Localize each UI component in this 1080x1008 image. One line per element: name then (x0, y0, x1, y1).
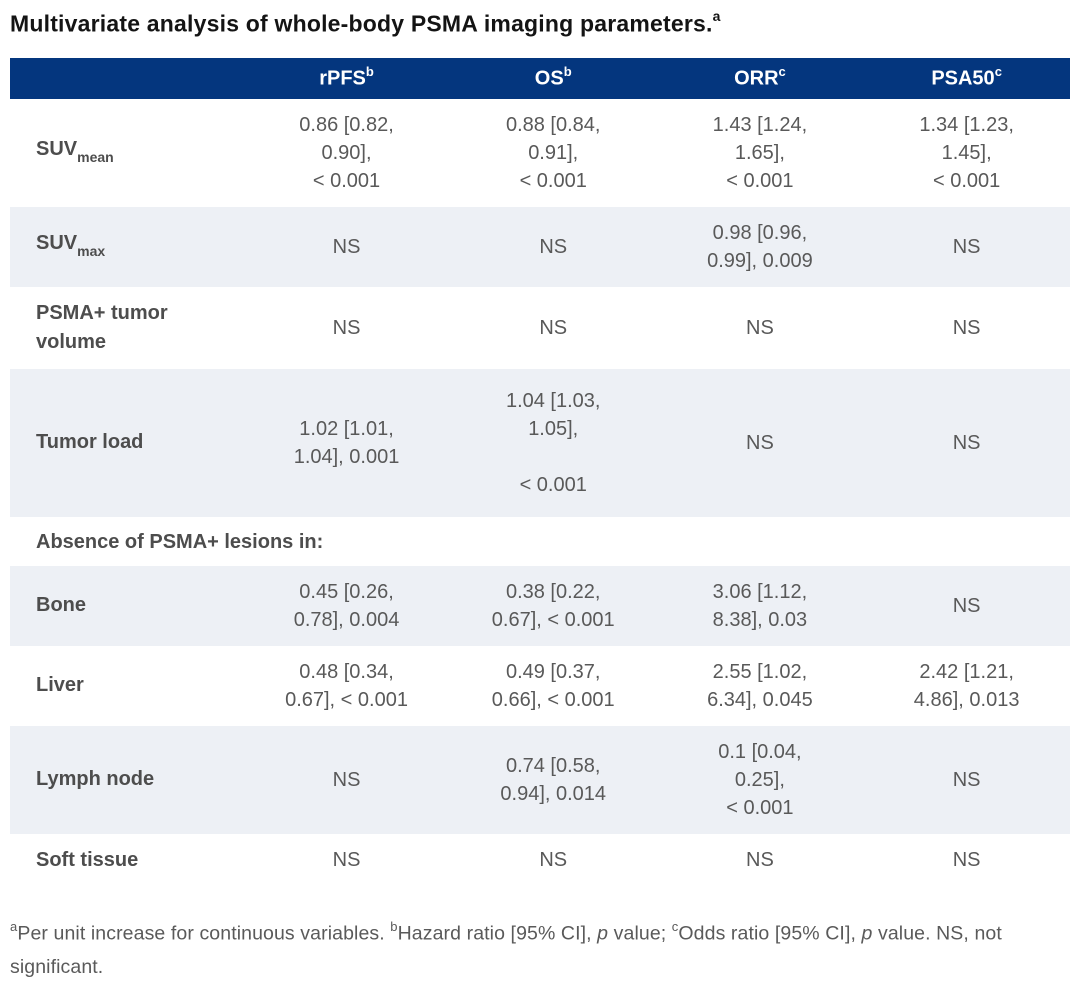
table-header: rPFSb OSb ORRc PSA50c (10, 57, 1070, 99)
header-psa50: PSA50c (863, 57, 1070, 99)
table-row: SUVmean 0.86 [0.82, 0.90], < 0.001 0.88 [0.8… (10, 99, 1070, 207)
data-cell: NS (332, 768, 361, 791)
row-label: Bone (36, 594, 86, 617)
data-cell: 0.98 [0.96, 0.99], 0.009 (707, 221, 813, 272)
table-row: Bone 0.45 [0.26, 0.78], 0.004 0.38 [0.22, 0.… (10, 565, 1070, 646)
header-orr: ORRc (656, 57, 864, 99)
footnote: aPer unit increase for continuous variab… (10, 918, 1002, 979)
section-row: Absence of PSMA+ lesions in: (10, 517, 1070, 566)
table-body: SUVmean 0.86 [0.82, 0.90], < 0.001 0.88 [0.8… (10, 99, 1070, 887)
table-title-superscript: a (712, 8, 721, 24)
data-cell: 2.42 [1.21, 4.86], 0.013 (913, 660, 1020, 711)
table-row: PSMA+ tumor volume NS NS NS NS (10, 287, 1070, 369)
header-psa50-superscript: c (994, 64, 1002, 80)
table-row: Liver 0.48 [0.34, 0.67], < 0.001 0.49 [0.37… (10, 646, 1070, 726)
data-cell: NS (746, 316, 774, 339)
header-psa50-label: PSA50 (931, 67, 995, 90)
data-cell: 0.86 [0.82, 0.90], < 0.001 (299, 113, 394, 192)
row-label: Soft tissue (36, 848, 139, 871)
section-label: Absence of PSMA+ lesions in: (36, 530, 324, 553)
header-orr-label: ORR (734, 67, 779, 90)
table-row: Lymph node NS 0.74 [0.58, 0.94], 0.014 0.1 [… (10, 725, 1070, 834)
data-cell: NS (952, 431, 981, 454)
data-cell: 0.74 [0.58, 0.94], 0.014 (500, 754, 607, 805)
data-cell: 1.02 [1.01, 1.04], 0.001 (293, 417, 400, 468)
data-cell: NS (332, 849, 361, 872)
data-cell: NS (952, 594, 981, 617)
data-cell: 0.45 [0.26, 0.78], 0.004 (293, 580, 400, 631)
data-cell: NS (746, 849, 774, 872)
row-label: Tumor load (36, 431, 144, 454)
data-cell: 0.38 [0.22, 0.67], < 0.001 (491, 580, 615, 631)
row-label: Lymph node (36, 768, 155, 791)
table-row: Soft tissue NS NS NS NS (10, 834, 1070, 887)
data-cell: NS (746, 431, 774, 454)
row-label-subscript: mean (77, 149, 114, 166)
data-cell: NS (539, 316, 568, 339)
data-cell: NS (952, 235, 981, 258)
data-cell: NS (332, 316, 361, 339)
header-os-label: OS (534, 67, 564, 90)
header-row: rPFSb OSb ORRc PSA50c (10, 57, 1070, 99)
data-cell: NS (952, 768, 981, 791)
data-cell: 0.1 [0.04, 0.25], < 0.001 (718, 740, 802, 819)
header-os: OSb (449, 57, 657, 99)
data-cell: 1.43 [1.24, 1.65], < 0.001 (712, 113, 808, 192)
multivariate-analysis-table: rPFSb OSb ORRc PSA50c SUVmean 0.86 [0.82,… (10, 57, 1070, 887)
data-cell: 0.49 [0.37, 0.66], < 0.001 (491, 660, 615, 711)
row-label: PSMA+ tumor volume (36, 301, 168, 353)
data-cell: 2.55 [1.02, 6.34], 0.045 (707, 660, 813, 711)
row-label: Liver (36, 674, 84, 697)
data-cell: 1.34 [1.23, 1.45], < 0.001 (919, 113, 1014, 192)
table-row: Tumor load 1.02 [1.01, 1.04], 0.001 1.04 [1… (10, 368, 1070, 517)
table-title-text: Multivariate analysis of whole-body PSMA… (10, 10, 713, 37)
header-rpfs: rPFSb (243, 57, 450, 99)
data-cell: 0.88 [0.84, 0.91], < 0.001 (505, 113, 601, 192)
data-cell: NS (332, 235, 361, 258)
row-label: SUVmax (36, 232, 106, 260)
data-cell: 0.48 [0.34, 0.67], < 0.001 (285, 660, 408, 711)
table-row: SUVmax NS NS 0.98 [0.96, 0.99], 0.009 NS (10, 206, 1070, 287)
header-empty-cell (10, 57, 244, 99)
data-cell: NS (952, 316, 981, 339)
data-cell: 1.04 [1.03, 1.05], < 0.001 (505, 389, 601, 496)
row-label: SUVmean (36, 138, 114, 166)
data-cell: NS (539, 235, 568, 258)
data-cell: 3.06 [1.12, 8.38], 0.03 (712, 580, 808, 631)
data-cell: NS (952, 849, 981, 872)
row-label-subscript: max (77, 243, 106, 260)
header-rpfs-superscript: b (365, 64, 374, 80)
data-cell: NS (539, 849, 568, 872)
header-rpfs-label: rPFS (319, 67, 366, 90)
table-title: Multivariate analysis of whole-body PSMA… (10, 8, 1070, 38)
header-orr-superscript: c (778, 64, 786, 80)
header-os-superscript: b (563, 64, 572, 80)
